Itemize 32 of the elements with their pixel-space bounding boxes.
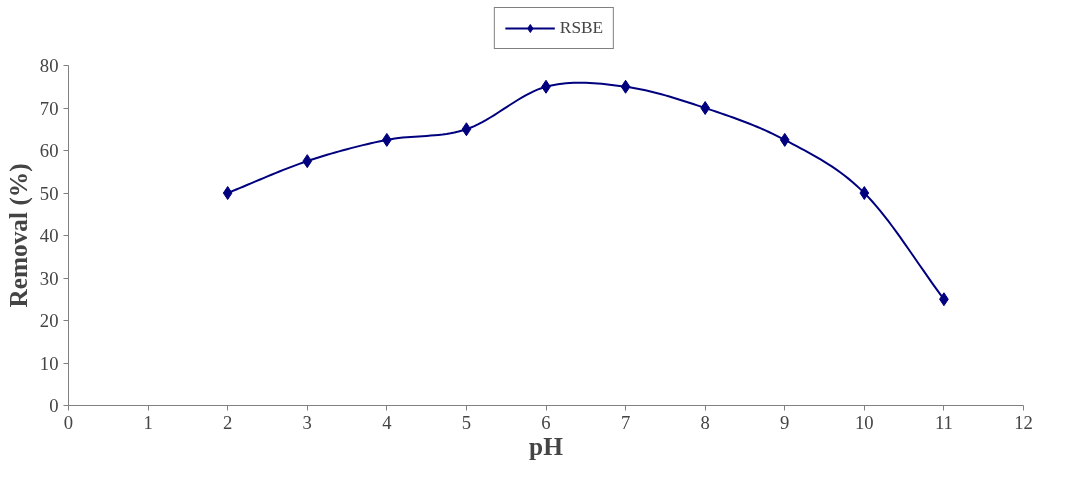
- y-tick-label: 70: [39, 97, 59, 119]
- point: [302, 154, 313, 169]
- y-tick-label: 60: [39, 140, 59, 161]
- y-tick-label: 50: [39, 182, 59, 204]
- point: [859, 186, 870, 200]
- x-tick-label: 4: [382, 411, 393, 433]
- x-tick-label: 5: [461, 411, 472, 433]
- y-tick-label: 20: [39, 310, 59, 331]
- x-tick-label: 6: [541, 411, 551, 433]
- x-tick-label: 0: [63, 411, 74, 433]
- x-axis-title: pH: [529, 431, 564, 460]
- x-tick-label: 8: [700, 411, 710, 433]
- point: [222, 186, 233, 200]
- point: [461, 122, 472, 137]
- x-tick-label: 12: [1014, 411, 1033, 433]
- point: [700, 101, 710, 115]
- y-tick-label: 30: [39, 267, 59, 289]
- x-tick-label: 10: [855, 411, 874, 433]
- x-tick-label: 3: [302, 411, 312, 433]
- x-tick-label: 7: [620, 411, 631, 433]
- point: [779, 132, 790, 147]
- y-tick-label: 40: [39, 225, 59, 246]
- x-tick-label: 1: [143, 411, 153, 433]
- y-tick-label: 80: [39, 55, 59, 76]
- y-tick-label: 10: [39, 352, 59, 374]
- x-tick-label: 2: [223, 411, 233, 433]
- y-axis-title: Removal (%): [3, 163, 33, 308]
- x-tick-label: 11: [934, 411, 953, 433]
- x-tick-label: 9: [780, 411, 790, 433]
- y-tick-label: 0: [49, 395, 59, 416]
- legend-label: RSBE: [559, 17, 604, 38]
- point: [620, 79, 631, 94]
